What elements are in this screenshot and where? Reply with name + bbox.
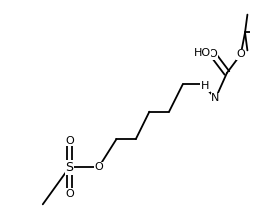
Text: O: O <box>65 189 74 199</box>
Text: O: O <box>65 136 74 146</box>
Text: H: H <box>201 81 209 91</box>
Text: O: O <box>208 49 217 59</box>
Text: S: S <box>65 161 73 174</box>
Text: HO: HO <box>193 48 210 58</box>
Text: O: O <box>236 49 245 59</box>
Text: N: N <box>211 93 220 103</box>
Text: O: O <box>94 162 103 172</box>
